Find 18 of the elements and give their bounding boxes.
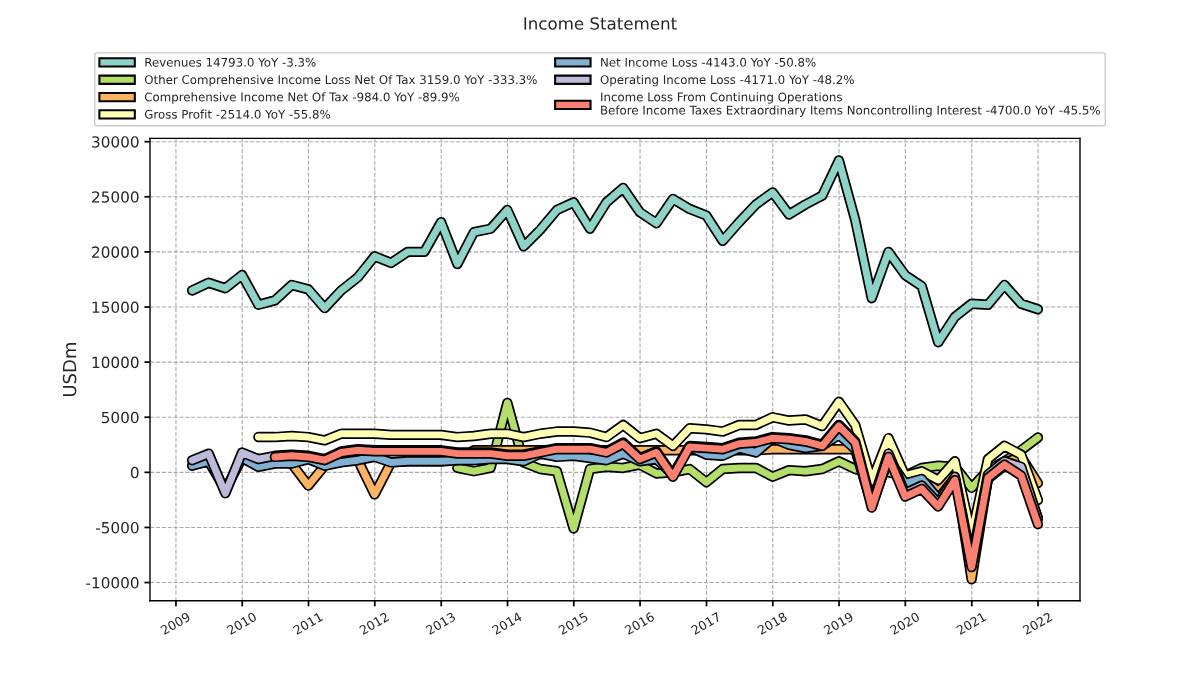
- legend-label: Revenues 14793.0 YoY -3.3%: [145, 57, 316, 67]
- y-tick-label: 25000: [92, 191, 139, 203]
- y-axis-title: USDm: [62, 343, 77, 397]
- y-tick-label: -10000: [86, 577, 139, 589]
- y-tick-label: 30000: [92, 136, 139, 148]
- legend-label: Comprehensive Income Net Of Tax -984.0 YoY -89.9%: [144, 92, 460, 104]
- y-tick-label: 0: [130, 466, 139, 479]
- chart-title: Income Statement: [524, 17, 677, 30]
- y-tick-label: 10000: [92, 356, 139, 369]
- legend-label: Operating Income Loss -4171.0 YoY -48.2%: [600, 74, 854, 87]
- y-tick-label: 15000: [92, 301, 139, 314]
- legend-label: Net Income Loss -4143.0 YoY -50.8%: [601, 57, 816, 67]
- legend-label: Income Loss From Continuing Operations Before Income Taxes Extraordinary Items Noncontrolling Interest -4700.0 YoY -45.5%: [601, 92, 1100, 117]
- legend-label: Other Comprehensive Income Loss Net Of Tax 3159.0 YoY -333.3%: [144, 74, 537, 87]
- legend-label: Gross Profit -2514.0 YoY -55.8%: [144, 109, 331, 119]
- y-tick-label: 5000: [101, 411, 139, 424]
- y-tick-label: -5000: [95, 521, 139, 534]
- y-tick-label: 20000: [92, 246, 139, 258]
